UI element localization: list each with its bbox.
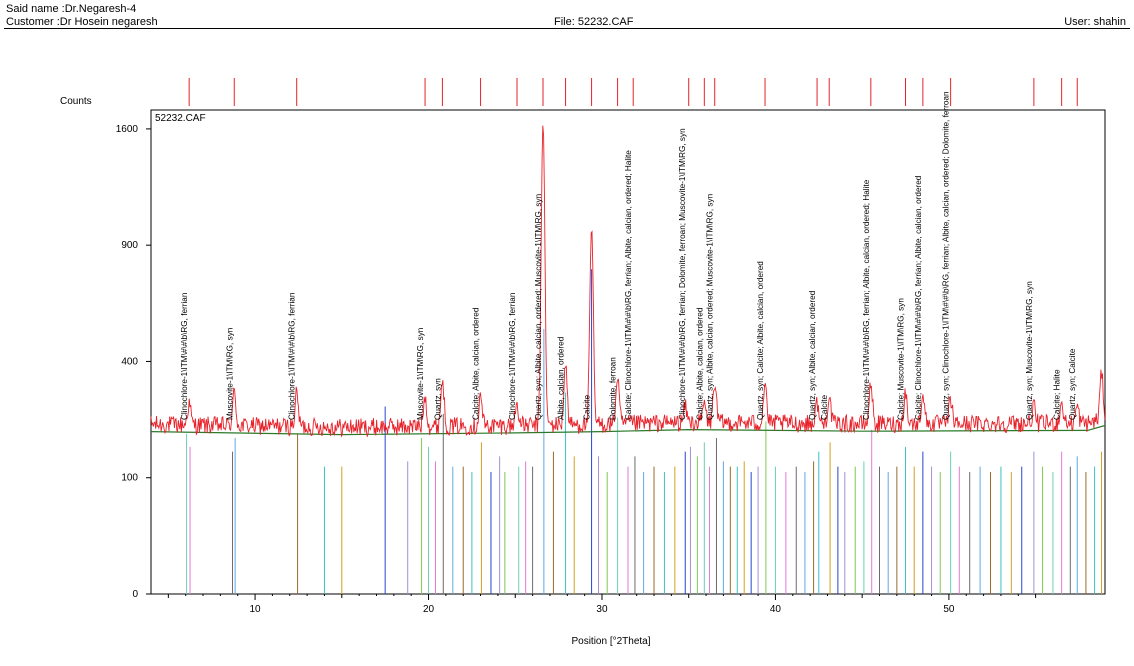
peak-annotation: Quartz, syn xyxy=(433,378,442,420)
said-name-label: Said name :Dr.Negaresh-4 xyxy=(6,3,137,15)
background-line-group xyxy=(150,424,1106,436)
peak-annotation: Quartz, syn; Albite, calcian, ordered xyxy=(808,290,817,420)
header-divider xyxy=(4,28,1130,29)
y-tick-label: 100 xyxy=(121,473,138,484)
x-tick-label: 30 xyxy=(596,604,608,615)
peak-annotation: Quartz, syn; Calcite xyxy=(1068,348,1077,420)
peak-annotation: Calcite; Clinochlore-1\ITM\#\#\b\RG, fer… xyxy=(624,150,633,420)
reference-marker-strip xyxy=(188,78,1078,106)
y-tick-label: 900 xyxy=(121,240,138,251)
peak-annotation: Quartz, syn; Albite, calcian, ordered; M… xyxy=(706,193,715,420)
user-label: User: shahin xyxy=(1064,16,1126,28)
x-tick-label: 50 xyxy=(943,604,955,615)
peak-annotation: Calcite; Muscovite-1\ITM\RG, syn xyxy=(897,298,906,420)
file-label: File: 52232.CAF xyxy=(554,16,634,28)
x-tick-label: 10 xyxy=(250,604,262,615)
peak-annotations: Clinochlore-1\ITM\#\#\b\RG, ferrian Musco… xyxy=(180,91,1077,420)
peak-annotation: Calcite xyxy=(820,395,829,420)
x-axis-label: Position [°2Theta] xyxy=(571,636,650,647)
peak-annotation: Calcite; Albite, calcian, ordered xyxy=(695,307,704,420)
y-tick-label: 1600 xyxy=(116,124,139,135)
pattern-line xyxy=(150,125,1106,438)
peak-annotation: Clinochlore-1\ITM\#\#\b\RG, ferrian xyxy=(288,292,297,420)
peak-annotation: Calcite; Clinochlore-1\ITM\#\#\b\RG, fer… xyxy=(914,175,923,420)
peak-annotation: Albite, calcian, ordered xyxy=(557,336,566,420)
peak-annotation: Quartz, syn; Clinochlore-1\ITM\#\#\b\RG,… xyxy=(942,91,951,420)
peak-annotation: Quartz, syn; Muscovite-1\ITM\RG, syn xyxy=(1025,281,1034,420)
peak-annotation: Quartz, syn; Calcite; Albite, calcian, o… xyxy=(756,261,765,420)
peak-annotation: Quartz, syn; Albite, calcian, ordered; M… xyxy=(534,193,543,420)
chart-title: 52232.CAF xyxy=(155,113,206,124)
peak-annotation: Clinochlore-1\ITM\#\#\b\RG, ferrian; Alb… xyxy=(862,179,871,420)
y-tick-label: 400 xyxy=(121,356,138,367)
pattern-line-group xyxy=(150,125,1106,438)
axis-ticks: 0 100 400 900 1600 10 20 30 40 50 xyxy=(116,124,1037,615)
peak-annotation: Dolomite, ferroan xyxy=(609,357,618,420)
peak-annotation: Calcite xyxy=(583,395,592,420)
peak-annotation: Clinochlore-1\ITM\#\#\b\RG, ferrian; Dol… xyxy=(678,128,687,420)
peak-annotation: Muscovite-1\ITM\RG, syn xyxy=(416,327,425,420)
peak-annotation: Clinochlore-1\ITM\#\#\b\RG, ferrian xyxy=(180,292,189,420)
y-tick-label: 0 xyxy=(132,589,138,600)
peak-annotation: Clinochlore-1\ITM\#\#\b\RG, ferrian xyxy=(508,292,517,420)
y-axis-label: Counts xyxy=(60,96,92,107)
peak-annotation: Calcite; Albite, calcian, ordered xyxy=(472,307,481,420)
peak-annotation: Muscovite-1\ITM\RG, syn xyxy=(225,327,234,420)
customer-label: Customer :Dr Hosein negaresh xyxy=(6,16,158,28)
peak-annotation: Calcite; Halite xyxy=(1053,369,1062,420)
background-line xyxy=(150,424,1106,436)
x-tick-label: 20 xyxy=(423,604,435,615)
x-tick-label: 40 xyxy=(770,604,782,615)
